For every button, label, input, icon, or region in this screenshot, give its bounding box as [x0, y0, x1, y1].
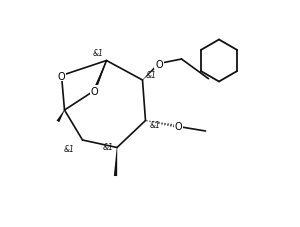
Polygon shape: [93, 61, 107, 92]
Polygon shape: [114, 148, 117, 176]
Polygon shape: [142, 63, 160, 81]
Text: &1: &1: [93, 49, 104, 58]
Text: &1: &1: [103, 143, 113, 151]
Text: O: O: [58, 71, 65, 81]
Text: &1: &1: [146, 71, 157, 80]
Text: &1: &1: [150, 120, 161, 129]
Text: O: O: [91, 86, 98, 96]
Text: &1: &1: [64, 145, 74, 154]
Text: O: O: [175, 122, 182, 132]
Text: O: O: [155, 59, 163, 69]
Polygon shape: [56, 110, 65, 123]
